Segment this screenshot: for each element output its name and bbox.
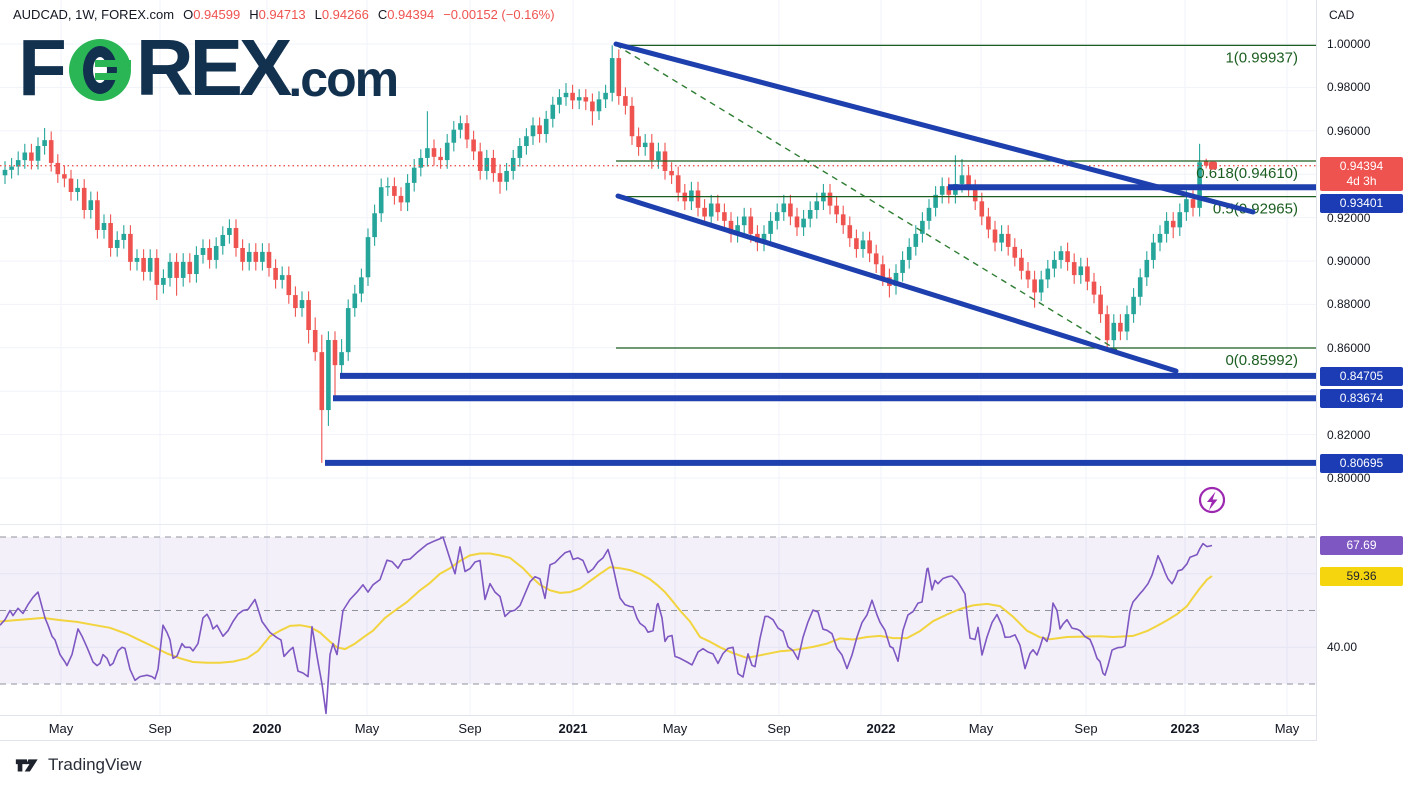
ohlc-pair: O 0.94599	[183, 7, 241, 22]
level-badge-084705: 0.84705	[1320, 366, 1403, 386]
grid-layer	[0, 0, 1316, 715]
forex-logo-rex: REX	[135, 23, 292, 112]
rsi-tick-label: 40.00	[1327, 640, 1358, 655]
time-axis-label: May	[662, 721, 688, 736]
last-price-badge: 0.94394 4d 3h	[1320, 156, 1403, 191]
rsi-ma-value-badge: 59.36	[1320, 566, 1403, 586]
ohlc-pair: L 0.94266	[314, 7, 369, 22]
price-tick-label: 0.96000	[1327, 123, 1371, 138]
svg-text:0.618(0.94610): 0.618(0.94610)	[1196, 165, 1298, 182]
support-lines-layer	[325, 184, 1316, 466]
price-tick-label: 0.98000	[1327, 80, 1371, 95]
tradingview-attribution[interactable]: TradingView	[14, 752, 142, 778]
price-tick-label: 0.86000	[1327, 340, 1371, 355]
time-axis-label: 2023	[1170, 721, 1200, 736]
forex-logo-f: F	[18, 23, 67, 112]
symbol-title[interactable]: AUDCAD, 1W, FOREX.com	[13, 7, 175, 22]
tradingview-icon	[15, 759, 38, 772]
svg-text:0(0.85992): 0(0.85992)	[1225, 352, 1298, 369]
rsi-lines-layer	[0, 536, 1213, 715]
tradingview-brand-text: TradingView	[48, 755, 142, 774]
symbol-legend[interactable]: AUDCAD, 1W, FOREX.com O 0.94599 H 0.94713 L 0…	[13, 7, 555, 22]
trend-channel-layer	[613, 41, 1256, 374]
time-axis-label: Sep	[148, 721, 172, 736]
time-axis-label: May	[968, 721, 994, 736]
ohlc-values: O 0.94599 H 0.94713 L 0.94266 C 0.94394 −0.00152…	[183, 7, 554, 22]
price-tick-label: 0.88000	[1327, 297, 1371, 312]
price-tick-label: 1.00000	[1327, 37, 1371, 51]
price-tick-label: 0.82000	[1327, 427, 1371, 442]
pane-separator[interactable]	[0, 524, 1316, 525]
rsi-value-badge: 67.69	[1320, 535, 1403, 555]
time-axis-label: Sep	[458, 721, 482, 736]
svg-text:1(0.99937): 1(0.99937)	[1225, 49, 1298, 66]
fib-retracement-layer: 1(0.99937)0.618(0.94610)0.5(0.92965)0(0.…	[615, 44, 1316, 369]
time-axis-label: Sep	[1074, 721, 1098, 736]
price-tick-label: 0.92000	[1327, 210, 1371, 225]
level-badge-080695: 0.80695	[1320, 453, 1403, 473]
time-axis-label: May	[354, 721, 380, 736]
price-axis[interactable]: CAD 1.00000 0.98000 0.96000 0.92000 0.90000 0…	[1316, 0, 1407, 741]
time-axis-label: Sep	[767, 721, 791, 736]
last-price-marker	[1209, 161, 1217, 170]
rsi-band-layer	[0, 536, 1316, 685]
change-value: −0.00152 (−0.16%)	[443, 7, 555, 22]
time-axis-label: May	[48, 721, 74, 736]
chart-canvas[interactable]: 1(0.99937)0.618(0.94610)0.5(0.92965)0(0.…	[0, 0, 1316, 715]
time-axis-label: 2020	[252, 721, 282, 736]
forex-logo-com: .com	[288, 51, 399, 107]
forex-logo-o-icon	[68, 39, 131, 101]
ohlc-pair: C 0.94394	[377, 7, 435, 22]
time-axis-label: 2021	[558, 721, 588, 736]
price-tick-label: 0.90000	[1327, 254, 1371, 268]
candles-layer	[2, 45, 1209, 463]
lightning-bolt-icon[interactable]	[1198, 486, 1226, 514]
axis-currency-label: CAD	[1329, 8, 1355, 22]
level-badge-083674: 0.83674	[1320, 389, 1403, 409]
time-axis-label: May	[1274, 721, 1300, 736]
ohlc-pair: H 0.94713	[249, 7, 306, 22]
time-axis-label: 2022	[866, 721, 896, 736]
level-badge-093401: 0.93401	[1320, 194, 1403, 213]
time-axis[interactable]: May Sep 2020 May Sep 2021 May Sep 2022 May Sep 2023…	[0, 715, 1407, 741]
forex-logo: F REX .com	[18, 23, 399, 112]
price-tick-label: 0.80000	[1327, 471, 1371, 485]
